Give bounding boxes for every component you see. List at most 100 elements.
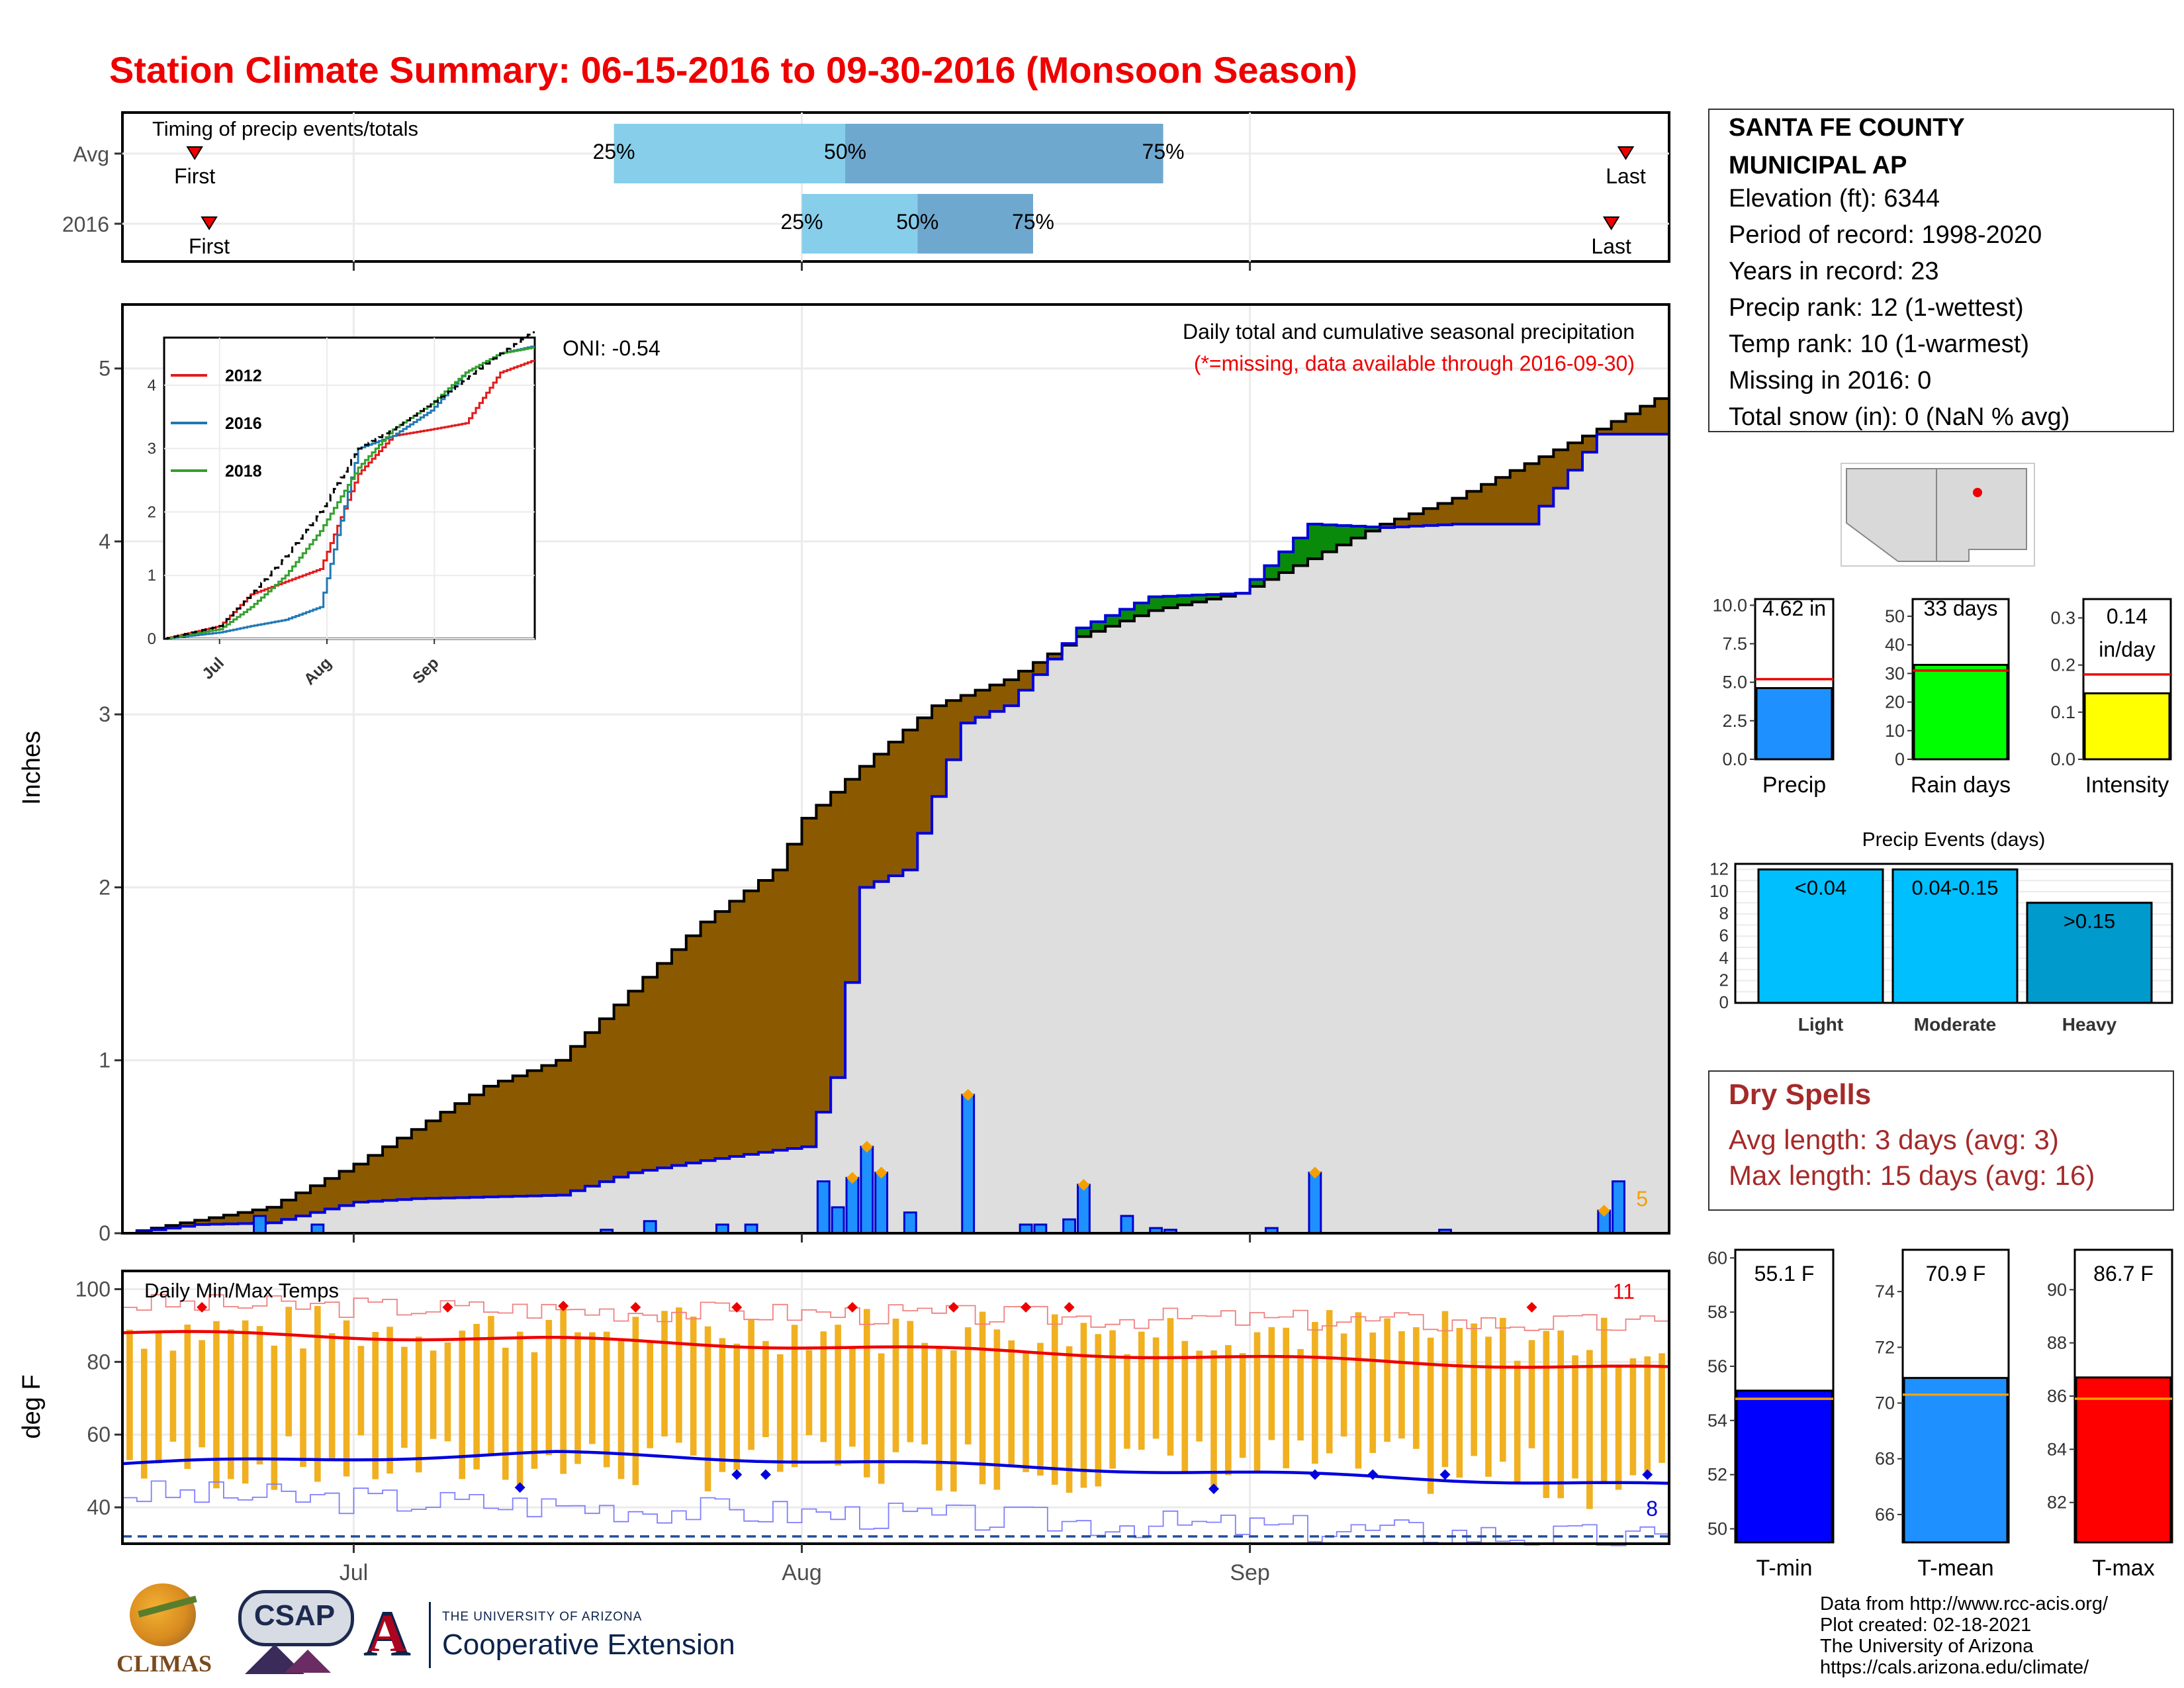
mini-chart-y-tick-label: 0.2: [2050, 655, 2075, 675]
deficit-fill: [267, 1207, 282, 1223]
daily-temp-range-bar: [776, 1354, 784, 1472]
mini-chart-value-unit: in/day: [2099, 637, 2155, 661]
surplus-fill: [1365, 526, 1381, 532]
deficit-fill: [383, 1147, 398, 1201]
deficit-fill: [1495, 477, 1511, 524]
precip-events-y-tick-label: 12: [1709, 859, 1729, 878]
temp-bar-y-tick-label: 82: [2047, 1493, 2067, 1513]
deficit-fill: [411, 1129, 427, 1199]
ua-divider: [429, 1602, 431, 1668]
mini-chart-y-tick-label: 5.0: [1722, 673, 1747, 692]
surplus-fill: [1076, 628, 1091, 637]
station-info-line: Missing in 2016: 0: [1729, 367, 1931, 395]
daily-temp-range-bar: [574, 1332, 581, 1464]
temp-bar-y-tick-label: 70: [1875, 1393, 1895, 1413]
first-event-marker: [186, 146, 203, 160]
daily-temp-range-bar: [242, 1320, 249, 1484]
deficit-fill: [1582, 436, 1598, 453]
temp-y-tick-label: 100: [75, 1277, 111, 1301]
daily-temp-range-bar: [1080, 1323, 1087, 1488]
inset-series-2018: [164, 346, 535, 640]
station-location-marker: [1973, 488, 1982, 497]
surplus-fill: [1120, 609, 1135, 622]
top-event-marker: [1308, 1166, 1321, 1179]
daily-temp-range-bar: [835, 1325, 841, 1466]
station-info-line: Temp rank: 10 (1-warmest): [1729, 330, 2029, 358]
deficit-fill: [772, 870, 788, 1150]
deficit-fill: [671, 949, 687, 1166]
daily-temp-range-bar: [1196, 1350, 1203, 1442]
daily-temp-range-bar: [169, 1350, 177, 1442]
mini-chart-y-tick-label: 20: [1885, 692, 1905, 712]
record-low-marker: [514, 1482, 525, 1493]
daily-temp-range-bar: [1210, 1350, 1217, 1489]
deficit-fill: [512, 1076, 528, 1197]
top-event-marker: [846, 1172, 858, 1184]
temp-bar-y-tick-label: 86: [2047, 1386, 2067, 1406]
station-info-line: Years in record: 23: [1729, 258, 1939, 285]
deficit-fill: [1524, 463, 1539, 524]
temp-bar-y-tick-label: 50: [1707, 1519, 1727, 1539]
deficit-fill: [556, 1060, 571, 1196]
daily-temp-range-bar: [1586, 1350, 1593, 1509]
record-low-marker: [760, 1469, 771, 1480]
cumulative-2016-area: [122, 434, 1669, 1233]
daily-temp-range-bar: [661, 1311, 668, 1436]
last-event-label: Last: [1606, 164, 1646, 188]
daily-temp-range-bar: [1456, 1328, 1463, 1478]
x-axis-month-label: Aug: [782, 1560, 822, 1585]
x-axis-month-label: Sep: [1230, 1560, 1270, 1585]
temp-bar-y-tick-label: 56: [1707, 1356, 1727, 1376]
mini-chart-y-tick-label: 30: [1885, 663, 1905, 683]
daily-temp-range-bar: [1557, 1330, 1564, 1499]
temp-bar-y-tick-label: 52: [1707, 1465, 1727, 1485]
deficit-fill: [1553, 449, 1569, 489]
deficit-fill: [281, 1199, 296, 1220]
daily-temp-range-bar: [1384, 1318, 1390, 1442]
surplus-fill: [1134, 602, 1150, 616]
credit-line: The University of Arizona: [1820, 1636, 2034, 1657]
temp-bar-y-tick-label: 74: [1875, 1282, 1895, 1301]
daily-temp-range-bar: [314, 1305, 321, 1482]
timing-bar-25-50: [614, 124, 846, 183]
deficit-fill: [628, 991, 643, 1173]
cumulative-2016-line: [122, 432, 1669, 1235]
deficit-fill: [1380, 524, 1395, 528]
precip-events-y-tick-label: 6: [1719, 925, 1729, 945]
precip-panel-note: (*=missing, data available through 2016-…: [1194, 352, 1635, 375]
deficit-fill: [643, 977, 658, 1170]
daily-temp-range-bar: [589, 1332, 596, 1444]
temp-y-axis-label: deg F: [18, 1374, 46, 1438]
daily-precip-bar: [1062, 1218, 1077, 1235]
deficit-fill: [1467, 491, 1482, 524]
top-event-marker: [962, 1088, 974, 1101]
temp-bar-label: T-min: [1756, 1556, 1813, 1581]
station-name-line1: SANTA FE COUNTY: [1729, 114, 1965, 142]
deficit-fill: [989, 684, 1005, 712]
mini-chart-y-tick-label: 2.5: [1722, 711, 1747, 731]
station-info-box: [1708, 109, 2174, 432]
avg-min-line: [122, 1450, 1670, 1485]
daily-temp-range-bar: [617, 1341, 625, 1479]
csap-logo-text: CSAP: [253, 1599, 336, 1632]
precip-y-axis-label: Inches: [18, 731, 46, 805]
station-info-line: Total snow (in): 0 (NaN % avg): [1729, 403, 2070, 431]
precip-event-category-label: Light: [1798, 1014, 1843, 1035]
ua-big-text: Cooperative Extension: [442, 1628, 735, 1661]
record-high-marker: [846, 1301, 858, 1313]
deficit-fill: [238, 1212, 253, 1224]
surplus-fill: [1293, 538, 1308, 566]
daily-temp-range-bar: [1543, 1331, 1550, 1498]
deficit-fill: [1596, 429, 1612, 434]
temp-bar-label: T-max: [2092, 1556, 2154, 1581]
surplus-fill: [1148, 596, 1164, 611]
temp-y-tick-label: 40: [87, 1495, 111, 1519]
timing-bar-50-75: [917, 194, 1033, 254]
record-low-marker: [731, 1469, 743, 1480]
daily-temp-range-bar: [199, 1340, 205, 1448]
inset-y-tick-label: 3: [148, 440, 156, 458]
deficit-fill: [1640, 406, 1655, 434]
timing-label-25: 25%: [593, 140, 635, 164]
daily-temp-range-bar: [1412, 1327, 1420, 1449]
